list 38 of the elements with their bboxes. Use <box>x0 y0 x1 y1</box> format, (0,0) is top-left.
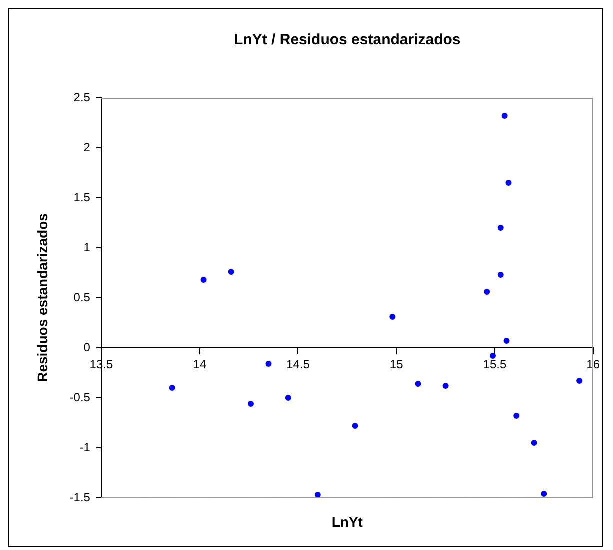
x-tick-label: 15.5 <box>483 358 507 372</box>
point <box>442 383 449 389</box>
point <box>484 289 490 295</box>
y-tick-label: -1.5 <box>70 490 91 504</box>
point <box>498 225 504 231</box>
point <box>514 413 520 419</box>
point <box>502 113 508 119</box>
point <box>576 378 583 384</box>
y-tick-label: 0 <box>84 340 91 354</box>
x-axis-title: LnYt <box>332 514 364 530</box>
y-tick-label: 1.5 <box>74 190 91 204</box>
point <box>352 423 358 429</box>
y-tick-label: -1 <box>80 440 91 454</box>
point <box>490 353 496 359</box>
point <box>200 277 207 283</box>
point <box>531 440 538 446</box>
point <box>498 272 504 278</box>
point <box>541 491 548 497</box>
point <box>248 401 254 407</box>
x-tick-label: 14.5 <box>286 358 310 372</box>
point <box>415 381 422 387</box>
point <box>504 338 510 344</box>
y-tick-label: 2 <box>84 140 91 154</box>
point <box>169 385 176 391</box>
x-tick-label: 15 <box>390 358 404 372</box>
point <box>285 395 292 401</box>
x-tick-label: 14 <box>193 358 207 372</box>
point <box>390 314 396 320</box>
point <box>228 269 234 275</box>
point <box>506 180 512 186</box>
y-tick-label: 0.5 <box>74 290 91 304</box>
y-axis-title: Residuos estandarizados <box>34 213 50 382</box>
x-tick-label: 16 <box>586 358 600 372</box>
y-tick-label: 2.5 <box>74 90 91 104</box>
point <box>266 361 272 367</box>
chart-title: LnYt / Residuos estandarizados <box>234 32 461 49</box>
y-tick-label: -0.5 <box>70 390 91 404</box>
y-tick-label: 1 <box>84 240 91 254</box>
